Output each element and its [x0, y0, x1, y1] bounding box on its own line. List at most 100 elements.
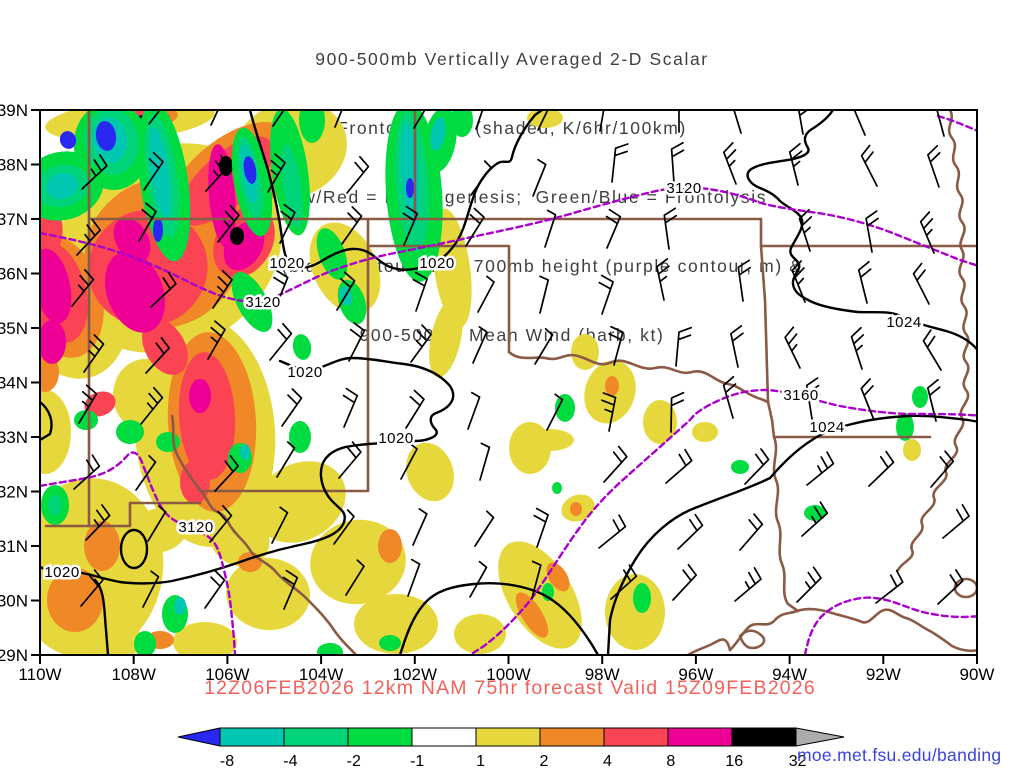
colorbar: -8 -4 -2 -1 1 2 4 8 16 32 [177, 727, 845, 768]
wind-barb [744, 448, 770, 485]
shading-blob [903, 439, 921, 461]
shading-blob [317, 643, 343, 655]
colorbar-right-arrow [795, 727, 845, 747]
wind-barb [865, 210, 879, 253]
colorbar-segment [539, 727, 605, 747]
lat-tick-label: 29N [0, 646, 28, 665]
colorbar-tick-label: -2 [347, 753, 361, 768]
wind-barb [734, 567, 762, 602]
wind-barb [930, 450, 955, 488]
shading-blob [243, 156, 257, 184]
wind-barb [927, 144, 941, 188]
wind-barb [272, 110, 285, 127]
shading-blob [896, 413, 914, 441]
wind-barb [217, 204, 240, 243]
colorbar-tick-label: 16 [725, 753, 743, 768]
lon-tick-label: 94W [772, 665, 807, 684]
lat-tick-label: 39N [0, 101, 28, 120]
wind-barb [143, 151, 164, 191]
wind-barb [410, 324, 432, 363]
wind-barb [737, 259, 752, 302]
wind-barb [860, 378, 875, 421]
lat-tick-label: 32N [0, 483, 28, 502]
wind-barb [537, 110, 549, 131]
wind-barb [209, 504, 233, 543]
wind-barb [677, 513, 704, 550]
mslp-contour-label: 1020 [44, 564, 79, 581]
wind-barb [791, 260, 806, 303]
wind-barb [205, 154, 230, 192]
wind-barb [868, 450, 895, 487]
shading-blob [454, 614, 506, 654]
lat-tick-label: 31N [0, 537, 28, 556]
wind-barb [926, 378, 941, 422]
shading-blob [134, 631, 156, 655]
wind-barb [333, 509, 355, 545]
shading-blob [74, 410, 98, 430]
wind-barb [336, 271, 356, 311]
wind-barb [412, 271, 428, 312]
mslp-contour-label: 1024 [886, 314, 921, 331]
height-contour-label: 3120 [178, 519, 213, 536]
wind-barb [936, 110, 945, 137]
shading-blob [153, 218, 163, 242]
colorbar-segment [603, 727, 669, 747]
wind-barb [474, 510, 495, 547]
wind-barb [81, 154, 108, 190]
colorbar-segment [475, 727, 541, 747]
colorbar-tick-label: 2 [540, 753, 549, 768]
wind-barb [853, 110, 866, 136]
wind-barb [341, 206, 363, 245]
lon-tick-label: 102W [393, 665, 437, 684]
shading-blob [173, 622, 237, 655]
shading-blob [95, 121, 117, 151]
credit-link[interactable]: moe.met.fsu.edu/banding [797, 745, 1002, 765]
lat-tick-label: 30N [0, 592, 28, 611]
wind-barb [83, 334, 105, 373]
shading-blob [116, 420, 144, 444]
wind-barb [210, 110, 219, 126]
contour-labels-layer: 1020 1020 1020 1020 1020 1024 1024 3120 3120 3120… [42, 178, 924, 584]
colorbar-tick-label: 1 [476, 753, 485, 768]
wind-barb [273, 269, 289, 310]
colorbar-segment [283, 727, 349, 747]
shading-blob [48, 495, 62, 515]
wind-barb [150, 272, 177, 308]
shading-blob [731, 460, 749, 474]
wind-barb [784, 326, 801, 369]
shading-blob [605, 376, 619, 396]
lon-tick-label: 92W [866, 665, 901, 684]
shading-blob [406, 442, 454, 502]
wind-barb [267, 153, 286, 193]
wind-barb [675, 326, 693, 367]
shading-blob [189, 379, 211, 413]
colorbar-segment [347, 727, 413, 747]
mslp-contour-label: 1020 [269, 255, 304, 272]
wind-barb [788, 142, 803, 186]
frontogenesis-shading-layer [40, 110, 928, 655]
shading-blob [430, 117, 446, 151]
wind-barb [722, 142, 737, 185]
wind-barb [276, 441, 296, 478]
shading-blob [105, 251, 165, 333]
wind-barb [605, 208, 622, 249]
shading-blob [912, 386, 928, 408]
shading-blob [379, 635, 401, 651]
wind-barb [797, 110, 808, 135]
wind-barb [598, 514, 627, 549]
lat-tick-label: 34N [0, 374, 28, 393]
shading-blob [113, 217, 151, 263]
colorbar-segment [731, 727, 797, 747]
wind-barb [85, 504, 111, 541]
shading-blob [40, 320, 66, 364]
wind-barb [672, 563, 698, 601]
height-contour-label: 3160 [783, 387, 818, 404]
shading-blob [46, 172, 78, 200]
wind-barb [402, 205, 419, 246]
wind-barb [279, 203, 296, 244]
wind-barb [806, 451, 835, 486]
colorbar-tick-label: 8 [666, 753, 675, 768]
shading-blob [289, 421, 311, 453]
